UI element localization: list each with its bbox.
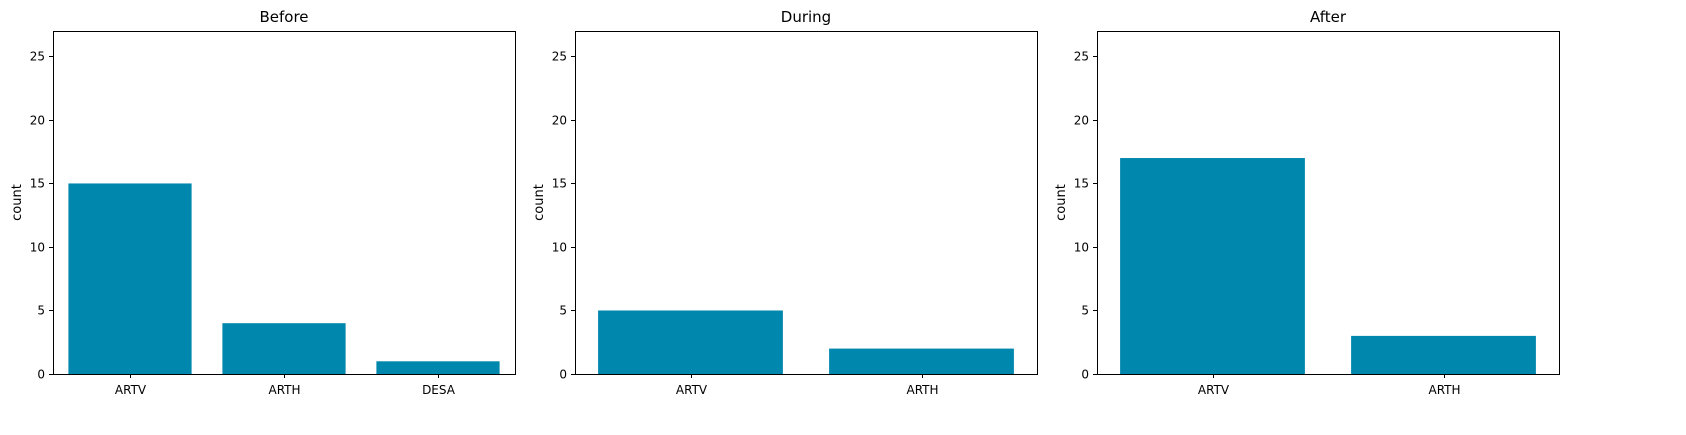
bar-artv	[68, 183, 192, 374]
chart-title: After	[1310, 8, 1347, 26]
x-tick-label: ARTH	[1428, 383, 1460, 397]
y-axis-label: count	[10, 184, 25, 221]
bar-artv	[1120, 158, 1305, 374]
bar-artv	[598, 310, 783, 374]
y-tick-label: 0	[1081, 368, 1089, 382]
y-tick-label: 20	[30, 114, 45, 128]
y-tick-label: 5	[559, 304, 567, 318]
bar-arth	[829, 348, 1014, 374]
y-tick-label: 10	[1074, 241, 1089, 255]
chart-title: Before	[259, 8, 308, 26]
chart-panel-1: 0 5 10 15 20 25 ARTV ARTH DESA count Before	[10, 8, 516, 397]
axes-frame	[1097, 31, 1560, 375]
y-tick-label: 25	[30, 50, 45, 64]
y-tick-label: 0	[37, 368, 45, 382]
chart-title: During	[781, 8, 831, 26]
y-tick-label: 5	[37, 304, 45, 318]
y-axis-label: count	[1054, 184, 1069, 221]
y-axis-label: count	[532, 184, 547, 221]
x-tick-label: ARTV	[676, 383, 708, 397]
y-tick-label: 15	[1074, 177, 1089, 191]
x-tick-label: ARTV	[1198, 383, 1230, 397]
x-tick-label: ARTH	[268, 383, 300, 397]
y-tick-label: 10	[552, 241, 567, 255]
y-tick-label: 5	[1081, 304, 1089, 318]
x-tick-label: ARTV	[115, 383, 147, 397]
y-tick-label: 25	[1074, 50, 1089, 64]
y-tick-label: 15	[552, 177, 567, 191]
axes-frame	[575, 31, 1038, 375]
y-tick-label: 20	[552, 114, 567, 128]
x-tick-label: ARTH	[906, 383, 938, 397]
chart-panel-2: 0 5 10 15 20 25 ARTV ARTH count During	[532, 8, 1038, 397]
y-tick-label: 25	[552, 50, 567, 64]
x-tick-label: DESA	[422, 383, 456, 397]
y-tick-label: 15	[30, 177, 45, 191]
y-tick-label: 10	[30, 241, 45, 255]
bar-arth	[1351, 335, 1536, 374]
y-tick-label: 20	[1074, 114, 1089, 128]
bar-arth	[222, 323, 346, 374]
chart-panel-3: 0 5 10 15 20 25 ARTV ARTH count After	[1054, 8, 1560, 397]
bar-desa	[376, 361, 500, 374]
y-tick-label: 0	[559, 368, 567, 382]
